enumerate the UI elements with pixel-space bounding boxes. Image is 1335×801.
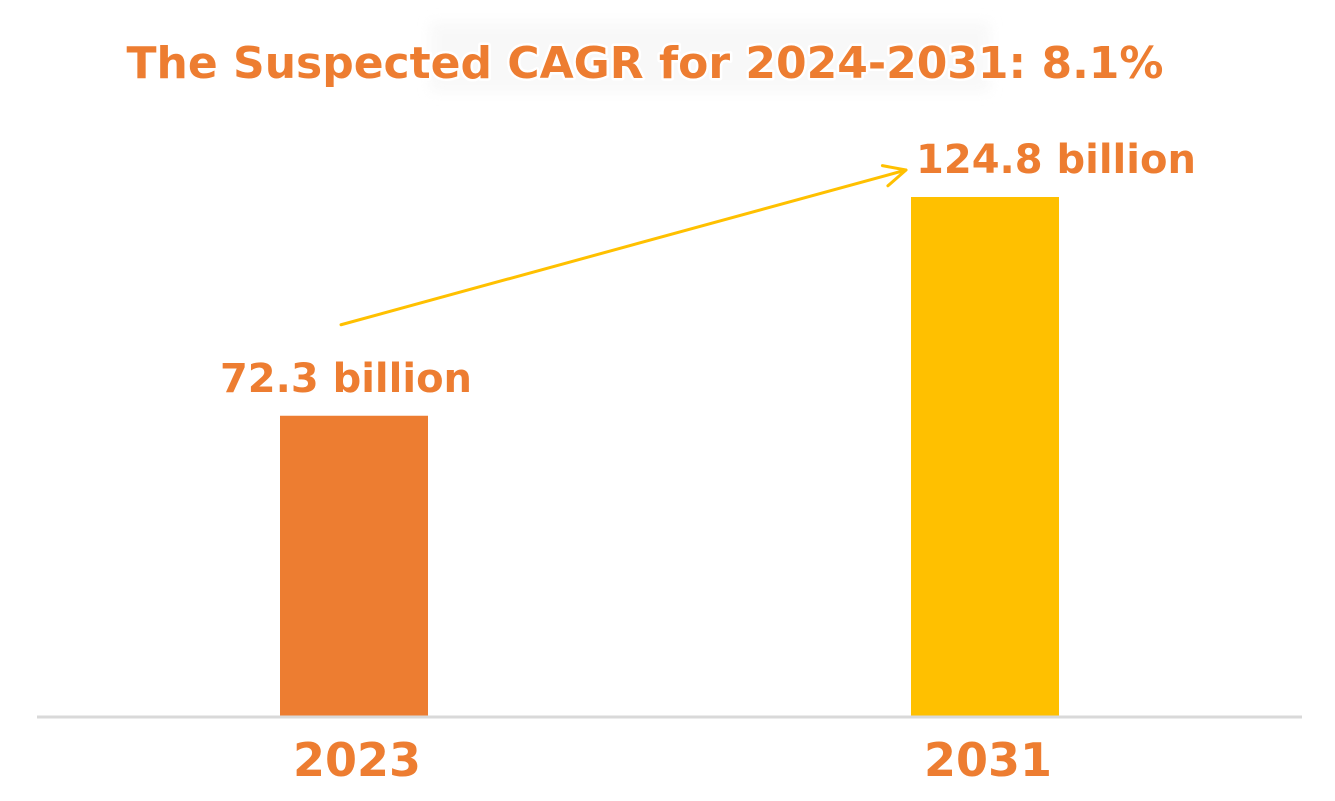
x-tick-label-2031: 2031 [924, 733, 1052, 787]
growth-arrow-shaft [339, 168, 908, 327]
data-labels-group: 72.3 billion 124.8 billion [217, 135, 1198, 405]
bar-2031 [911, 197, 1059, 717]
chart-title: The Suspected CAGR for 2024-2031: 8.1% [127, 38, 1164, 89]
bars-group [280, 197, 1059, 717]
title-backdrop [430, 22, 990, 92]
bar-2023 [280, 415, 428, 717]
x-tick-label-2023: 2023 [293, 733, 421, 787]
data-label-2023: 72.3 billion [220, 356, 472, 402]
data-label-2031: 124.8 billion [916, 137, 1196, 183]
growth-arrow [339, 164, 908, 327]
growth-arrow-head [880, 164, 908, 188]
x-tick-labels-group: 2023 2031 [290, 731, 1054, 790]
